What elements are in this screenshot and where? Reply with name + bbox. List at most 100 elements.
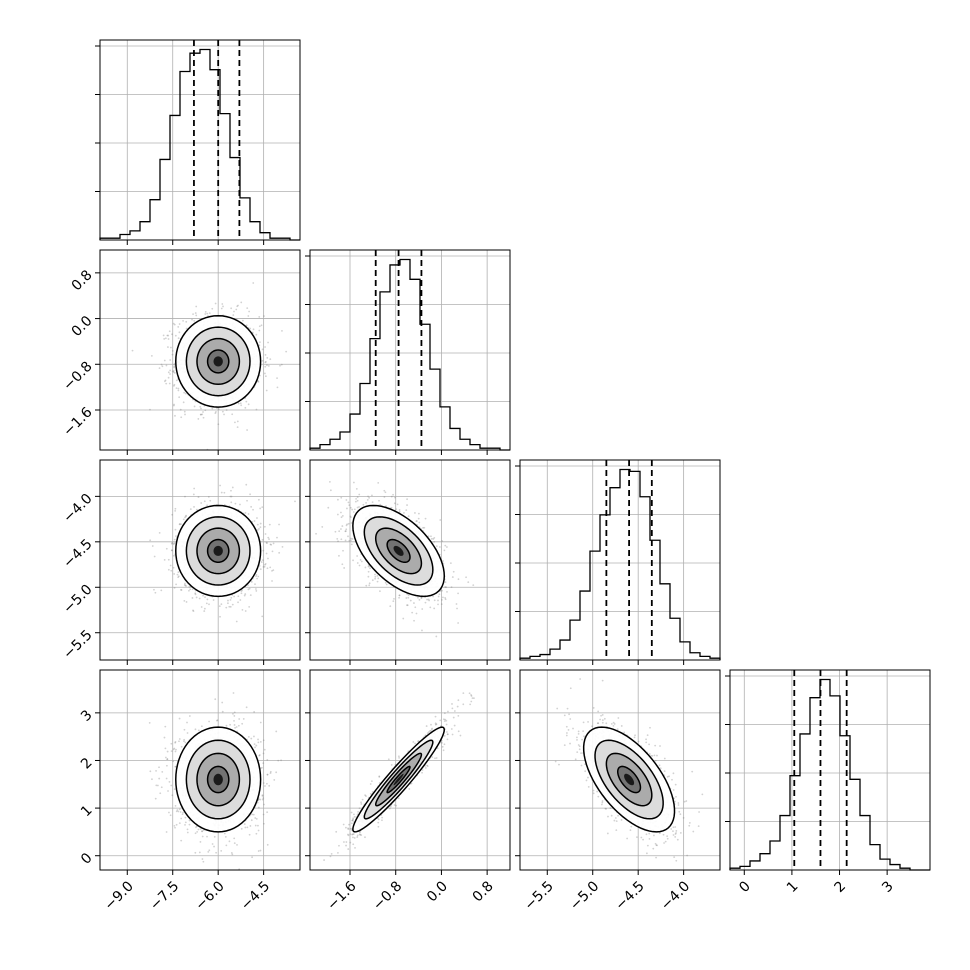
sample-point bbox=[174, 826, 176, 829]
sample-point bbox=[161, 771, 164, 773]
sample-point bbox=[257, 850, 260, 852]
sample-point bbox=[165, 382, 168, 385]
sample-point bbox=[258, 329, 261, 332]
sample-point bbox=[241, 608, 244, 611]
sample-point bbox=[358, 564, 361, 567]
sample-point bbox=[177, 387, 180, 390]
sample-point bbox=[427, 598, 430, 601]
contour-line bbox=[352, 504, 446, 598]
sample-point bbox=[258, 344, 261, 347]
sample-point bbox=[173, 538, 176, 541]
sample-point bbox=[341, 525, 344, 527]
sample-point bbox=[171, 370, 174, 373]
sample-point bbox=[259, 522, 262, 525]
sample-point bbox=[406, 504, 408, 506]
sample-point bbox=[170, 549, 173, 552]
sample-point bbox=[184, 584, 187, 587]
sample-point bbox=[191, 318, 193, 321]
sample-point bbox=[403, 512, 405, 514]
sample-point bbox=[176, 573, 179, 576]
sample-point bbox=[355, 497, 358, 500]
sample-point bbox=[405, 509, 408, 512]
sample-point bbox=[420, 596, 423, 599]
sample-point bbox=[444, 581, 447, 584]
sample-point bbox=[208, 720, 211, 723]
sample-point bbox=[212, 599, 215, 601]
sample-point bbox=[250, 505, 253, 508]
sample-point bbox=[168, 382, 171, 385]
sample-point bbox=[340, 511, 342, 514]
sample-point bbox=[245, 400, 248, 403]
sample-point bbox=[315, 532, 317, 535]
sample-point bbox=[245, 324, 248, 327]
sample-point bbox=[266, 782, 268, 785]
sample-point bbox=[194, 593, 197, 596]
sample-point bbox=[211, 407, 214, 410]
sample-point bbox=[257, 380, 260, 383]
sample-point bbox=[417, 517, 420, 520]
sample-point bbox=[336, 513, 339, 516]
sample-point bbox=[337, 498, 339, 501]
sample-point bbox=[350, 537, 352, 540]
sample-point bbox=[264, 563, 266, 566]
sample-point bbox=[191, 588, 194, 591]
sample-point bbox=[374, 575, 377, 578]
sample-point bbox=[252, 813, 255, 816]
sample-point bbox=[245, 483, 248, 486]
sample-point bbox=[233, 715, 236, 717]
sample-point bbox=[338, 530, 341, 533]
sample-point bbox=[236, 420, 239, 423]
sample-point bbox=[158, 367, 161, 370]
sample-point bbox=[175, 535, 177, 538]
sample-point bbox=[155, 769, 157, 772]
sample-point bbox=[233, 595, 236, 598]
sample-point bbox=[248, 605, 251, 608]
contour-line bbox=[206, 349, 230, 374]
sample-point bbox=[173, 403, 175, 406]
sample-point bbox=[359, 558, 362, 561]
sample-point bbox=[175, 379, 178, 382]
sample-point bbox=[433, 607, 436, 610]
sample-point bbox=[206, 312, 209, 315]
sample-point bbox=[170, 569, 173, 572]
sample-point bbox=[451, 576, 454, 578]
sample-point bbox=[191, 597, 194, 599]
sample-point bbox=[153, 588, 155, 591]
sample-point bbox=[259, 341, 261, 344]
sample-point bbox=[444, 544, 447, 547]
sample-point bbox=[407, 515, 410, 518]
sample-point bbox=[154, 797, 157, 800]
sample-point bbox=[151, 545, 154, 547]
sample-point bbox=[438, 546, 441, 548]
sample-point bbox=[258, 316, 261, 318]
sample-point bbox=[195, 508, 198, 511]
sample-point bbox=[194, 592, 197, 595]
sample-point bbox=[427, 535, 430, 538]
sample-point bbox=[435, 635, 438, 638]
sample-point bbox=[192, 493, 195, 496]
sample-point bbox=[189, 508, 192, 511]
sample-point bbox=[239, 503, 241, 506]
sample-point bbox=[192, 610, 195, 613]
sample-point bbox=[252, 508, 254, 511]
sample-point bbox=[368, 496, 370, 499]
sample-point bbox=[248, 587, 251, 590]
sample-point bbox=[385, 583, 388, 586]
sample-point bbox=[441, 598, 443, 601]
sample-point bbox=[452, 570, 455, 573]
sample-point bbox=[193, 405, 196, 408]
sample-point bbox=[421, 629, 423, 632]
sample-point bbox=[414, 512, 416, 514]
sample-point bbox=[350, 522, 353, 524]
sample-point bbox=[178, 396, 181, 399]
sample-point bbox=[160, 786, 163, 789]
sample-point bbox=[442, 596, 444, 599]
sample-point bbox=[234, 726, 237, 729]
contour-line bbox=[175, 504, 262, 598]
sample-point bbox=[254, 583, 256, 586]
sample-point bbox=[198, 597, 201, 600]
sample-point bbox=[263, 565, 266, 568]
sample-point bbox=[265, 552, 268, 555]
sample-point bbox=[343, 567, 346, 569]
sample-point bbox=[169, 359, 172, 361]
